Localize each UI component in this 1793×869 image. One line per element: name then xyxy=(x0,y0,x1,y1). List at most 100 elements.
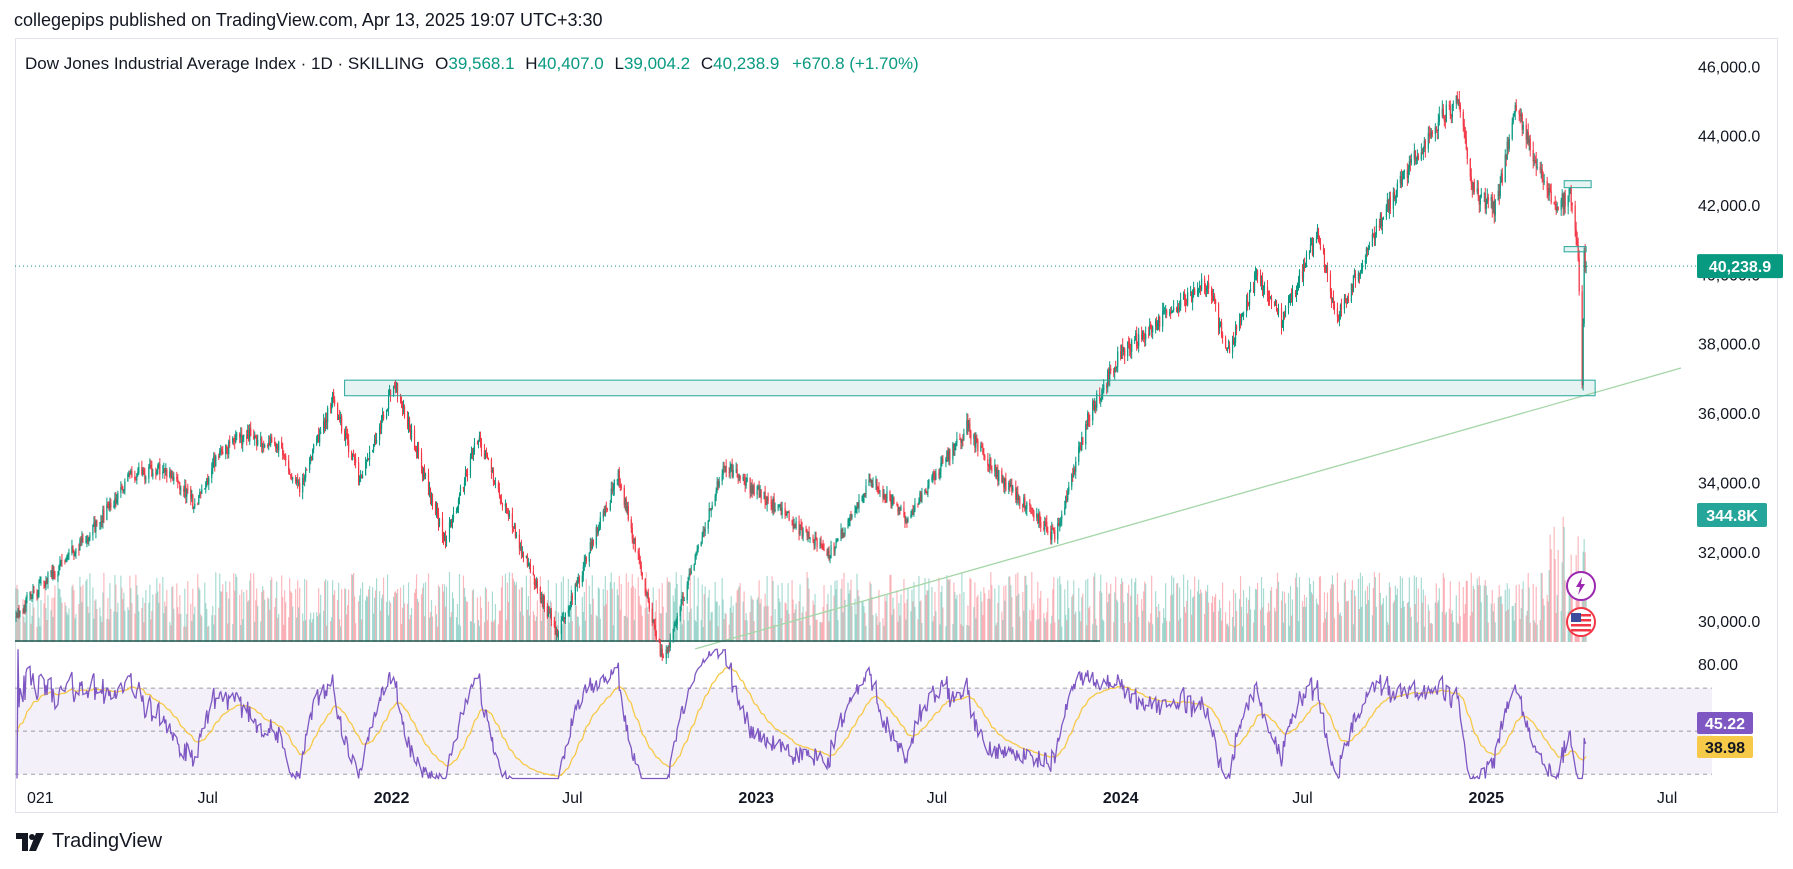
candle-body xyxy=(1337,316,1340,320)
candle-body xyxy=(886,491,888,500)
volume-bar xyxy=(1382,598,1384,642)
candle-body xyxy=(1131,340,1133,352)
candle-body xyxy=(526,555,528,566)
volume-bar xyxy=(536,600,538,642)
candle-body xyxy=(1204,288,1207,291)
candle-body xyxy=(338,417,340,420)
volume-bar xyxy=(417,601,420,642)
candle-body xyxy=(30,593,32,598)
volume-bar xyxy=(682,606,684,642)
candle-body xyxy=(129,473,131,475)
candle-body xyxy=(385,409,388,419)
volume-bar xyxy=(569,601,571,642)
volume-bar xyxy=(1526,610,1528,642)
tradingview-watermark[interactable]: TradingView xyxy=(16,830,162,853)
us-flag-icon[interactable] xyxy=(1566,607,1596,637)
volume-bar xyxy=(89,573,91,642)
candle-body xyxy=(724,465,726,467)
x-tick-label: Jul xyxy=(927,790,947,807)
candle-body xyxy=(616,479,618,481)
candle-body xyxy=(40,581,42,583)
volume-bar xyxy=(30,623,32,642)
volume-bar xyxy=(436,626,439,642)
candle-body xyxy=(501,503,504,507)
candle-body xyxy=(1124,348,1126,357)
candle-body xyxy=(135,479,137,481)
candle-body xyxy=(688,573,690,578)
volume-bar xyxy=(707,597,709,642)
volume-bar xyxy=(1318,576,1321,642)
volume-bar xyxy=(1501,603,1503,642)
volume-bar xyxy=(122,599,124,642)
volume-bar xyxy=(1422,589,1424,642)
candle-body xyxy=(389,389,392,396)
candle-body xyxy=(248,430,250,442)
candle-body xyxy=(366,458,369,461)
candle-body xyxy=(253,436,255,439)
candle-body xyxy=(124,481,126,490)
candle-body xyxy=(222,451,224,455)
volume-bar xyxy=(443,584,446,642)
candle-body xyxy=(19,610,21,614)
candle-body xyxy=(1093,401,1095,411)
candle-body xyxy=(604,507,606,515)
volume-bar xyxy=(926,590,928,642)
candle-body xyxy=(1365,248,1368,261)
volume-bar xyxy=(1340,616,1343,642)
candle-body xyxy=(981,445,983,447)
candle-body xyxy=(94,522,96,532)
candle-body xyxy=(1401,178,1403,185)
candle-body xyxy=(945,459,947,462)
volume-bar xyxy=(50,610,52,642)
candle-body xyxy=(1094,404,1096,411)
candle-body xyxy=(66,555,68,559)
candle-body xyxy=(791,520,793,522)
candle-body xyxy=(513,525,516,528)
volume-bar xyxy=(235,573,237,642)
candle-body xyxy=(800,525,802,527)
candle-body xyxy=(646,592,648,595)
candle-body xyxy=(1498,190,1500,197)
candle-body xyxy=(1339,305,1342,319)
rsi-ma-line xyxy=(16,666,1587,777)
candle-body xyxy=(1137,346,1139,348)
candle-body xyxy=(773,498,775,512)
candle-body xyxy=(1266,286,1269,295)
candle-body xyxy=(1289,296,1292,303)
volume-bar xyxy=(555,583,557,642)
candle-body xyxy=(1294,291,1297,294)
candle-body xyxy=(1201,278,1203,291)
candle-body xyxy=(1462,112,1464,127)
candle-body xyxy=(1548,188,1550,196)
volume-bar xyxy=(1408,577,1410,642)
volume-bar xyxy=(786,610,788,642)
candle-body xyxy=(603,510,605,515)
volume-bar xyxy=(1204,590,1207,642)
volume-bar xyxy=(766,575,768,642)
volume-bar xyxy=(1281,591,1284,642)
candle-body xyxy=(1400,175,1402,185)
candle-body xyxy=(462,487,465,489)
lightning-icon[interactable] xyxy=(1566,571,1596,601)
candle-body xyxy=(808,532,810,538)
candle-body xyxy=(22,610,24,612)
volume-bar xyxy=(1326,592,1329,642)
volume-bar xyxy=(1207,602,1210,642)
volume-bar xyxy=(358,595,361,642)
candle-body xyxy=(610,488,612,503)
volume-bar xyxy=(1016,595,1018,642)
candle-body xyxy=(1330,291,1333,301)
candle-body xyxy=(1142,331,1144,339)
volume-bar xyxy=(1562,516,1564,642)
candle-body xyxy=(891,500,893,505)
volume-bar xyxy=(809,625,811,642)
candle-body xyxy=(625,499,627,512)
candle-body xyxy=(1582,323,1584,386)
volume-bar xyxy=(313,612,315,642)
candle-body xyxy=(885,496,887,500)
candle-body xyxy=(1346,297,1349,301)
volume-bar xyxy=(197,573,199,642)
candle-body xyxy=(574,584,576,600)
volume-bar xyxy=(1504,589,1506,642)
